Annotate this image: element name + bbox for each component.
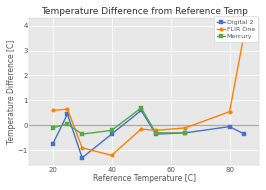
Mercury [110,129,113,131]
Digital 2 [66,113,69,115]
Digital 2 [228,125,231,128]
FLIR One [81,147,84,149]
Digital 2 [51,143,54,145]
FLIR One [110,154,113,156]
FLIR One [140,128,143,130]
Mercury [154,132,157,134]
Line: Mercury: Mercury [51,106,187,136]
Mercury [140,107,143,109]
Mercury [81,133,84,135]
FLIR One [66,108,69,110]
FLIR One [184,127,187,129]
Digital 2 [81,157,84,159]
Digital 2 [154,133,157,135]
Digital 2 [184,132,187,134]
Digital 2 [140,109,143,112]
Digital 2 [110,133,113,135]
Line: FLIR One: FLIR One [51,31,246,157]
Digital 2 [243,133,246,135]
FLIR One [51,109,54,112]
FLIR One [154,129,157,131]
Y-axis label: Temperature Difference [C]: Temperature Difference [C] [7,40,16,144]
Mercury [51,127,54,129]
Mercury [66,123,69,125]
Line: Digital 2: Digital 2 [51,109,246,160]
Mercury [184,132,187,134]
FLIR One [243,32,246,34]
FLIR One [228,111,231,113]
X-axis label: Reference Temperature [C]: Reference Temperature [C] [93,174,196,183]
Legend: Digital 2, FLIR One, Mercury: Digital 2, FLIR One, Mercury [214,16,258,42]
Title: Temperature Difference from Reference Temp: Temperature Difference from Reference Te… [41,7,248,16]
